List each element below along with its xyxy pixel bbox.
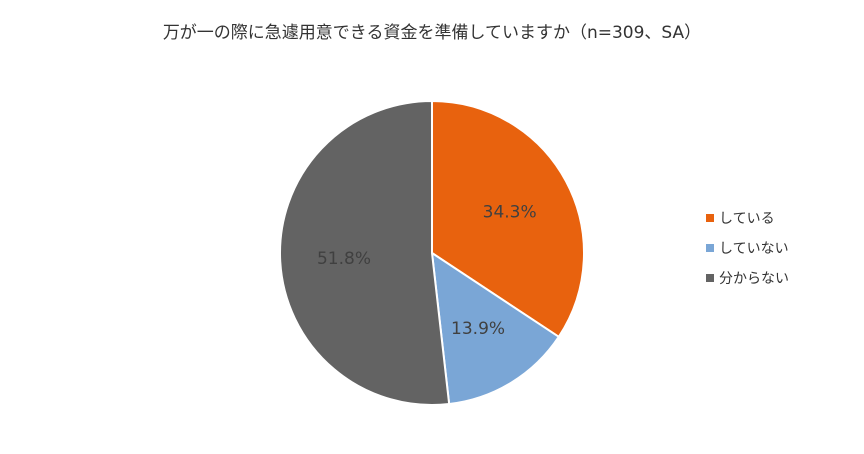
legend-item-wakaranai: 分からない [706, 263, 789, 293]
legend: している していない 分からない [706, 203, 789, 293]
legend-swatch [706, 274, 714, 282]
legend-item-shiteiru: している [706, 203, 789, 233]
legend-label: している [719, 211, 775, 227]
slice-wakaranai [279, 99, 451, 406]
legend-swatch [706, 244, 714, 252]
data-label: 13.9% [451, 319, 505, 339]
legend-label: 分からない [719, 271, 789, 287]
legend-item-shiteinai: していない [706, 233, 789, 263]
data-label: 51.8% [317, 249, 371, 269]
legend-label: していない [719, 241, 789, 257]
slice-shiteinai [430, 250, 561, 406]
data-label: 34.3% [483, 202, 537, 222]
chart-title: 万が一の際に急遽用意できる資金を準備していますか（n=309、SA） [162, 23, 702, 43]
legend-swatch [706, 214, 714, 222]
